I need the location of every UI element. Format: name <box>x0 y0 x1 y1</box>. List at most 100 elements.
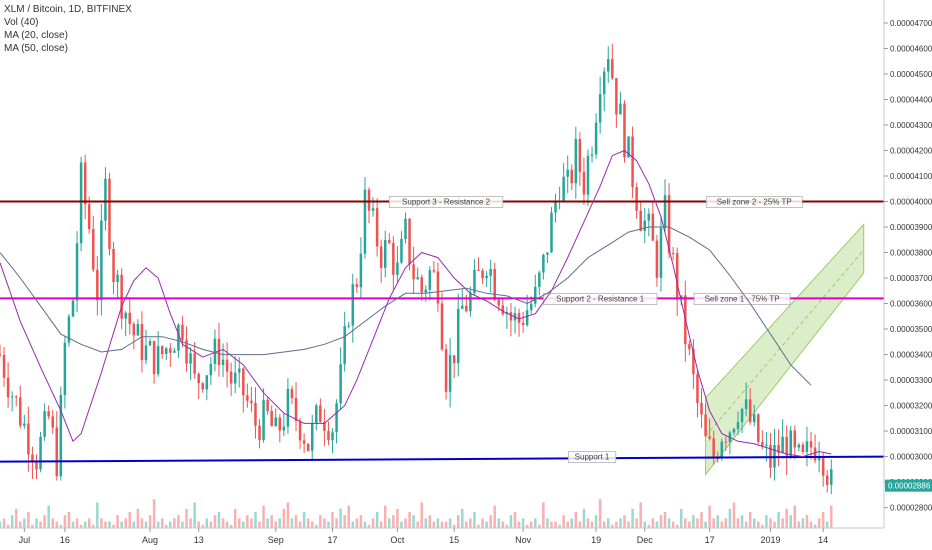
volume-bar <box>169 521 172 528</box>
candle-body <box>517 313 521 323</box>
candle-body <box>432 270 436 272</box>
candle-body <box>339 364 342 404</box>
candle-body <box>606 59 610 72</box>
volume-bar <box>351 521 355 528</box>
volume-bar <box>606 518 610 528</box>
candle-body <box>546 252 549 255</box>
volume-bar <box>574 512 578 528</box>
candle-body <box>586 155 590 195</box>
volume-bar <box>347 505 350 528</box>
candle-body <box>748 399 752 423</box>
candle-body <box>136 323 140 336</box>
volume-bar <box>558 524 561 528</box>
candle-body <box>383 240 387 268</box>
support1-label: Support 1 <box>575 453 610 462</box>
volume-bar <box>189 518 192 528</box>
candle-body <box>627 136 630 158</box>
candle-body <box>132 324 136 336</box>
candle-body <box>388 240 391 243</box>
volume-bar <box>485 521 488 528</box>
resistance-label: Sell zone 2 - 25% TP <box>717 198 792 207</box>
volume-bar <box>400 521 403 528</box>
volume-bar <box>6 524 10 528</box>
candle-body <box>550 212 553 253</box>
legend-ma-slow: MA (50, close) <box>4 43 68 54</box>
candle-body <box>659 227 663 278</box>
volume-bar <box>720 521 724 528</box>
volume-bar <box>331 512 334 528</box>
candle-body <box>825 475 829 485</box>
candle-body <box>59 394 63 477</box>
volume-bar <box>116 515 119 528</box>
candle-body <box>92 229 95 270</box>
channel-midline <box>705 249 865 437</box>
volume-bar <box>282 508 286 528</box>
volume-bar <box>679 508 683 528</box>
volume-bar <box>246 515 249 528</box>
volume-bar <box>371 518 375 528</box>
volume-bar <box>160 518 164 528</box>
candle-body <box>294 398 298 421</box>
volume-bar <box>100 518 103 528</box>
candle-body <box>47 411 50 417</box>
volume-bar <box>83 521 87 528</box>
volume-bar <box>27 512 30 528</box>
volume-bar <box>639 502 642 528</box>
support1-line <box>0 455 885 463</box>
volume-bar <box>51 518 54 528</box>
volume-bar <box>144 521 148 528</box>
volume-bar <box>509 515 513 528</box>
volume-bar <box>761 524 764 528</box>
resistance-label-box <box>705 196 803 208</box>
volume-bar <box>594 515 598 528</box>
candle-body <box>623 103 626 158</box>
candle-body <box>242 368 245 396</box>
volume-bar <box>132 521 136 528</box>
volume-bar <box>452 524 456 528</box>
volume-bar <box>201 524 205 528</box>
candle-body <box>140 323 144 361</box>
volume-bar <box>542 502 545 528</box>
volume-bar <box>647 524 651 528</box>
candle-body <box>570 169 574 184</box>
candle-body <box>408 218 411 265</box>
volume-bar <box>517 521 521 528</box>
candle-body <box>173 350 176 353</box>
candle-body <box>781 436 784 454</box>
candle-body <box>594 122 598 155</box>
candle-body <box>274 417 278 427</box>
volume-bar <box>67 512 71 528</box>
volume-bar <box>367 524 371 528</box>
volume-bar <box>270 515 273 528</box>
volume-bar <box>643 521 647 528</box>
candle-body <box>643 220 647 231</box>
volume-bar <box>274 521 278 528</box>
volume-bar <box>136 508 140 528</box>
candle-body <box>521 322 525 325</box>
volume-bar <box>582 508 586 528</box>
candle-body <box>465 305 468 312</box>
y-tick-label: 0.00003700 <box>890 274 932 283</box>
volume-bar <box>477 524 480 528</box>
candle-body <box>371 208 375 211</box>
candle-body <box>27 423 30 455</box>
volume-bar <box>286 502 290 528</box>
support1-label-box <box>567 451 617 463</box>
volume-bar <box>217 512 221 528</box>
volume-bar <box>716 515 720 528</box>
candle-body <box>590 154 594 156</box>
volume-bar <box>128 512 132 528</box>
volume-bar <box>396 508 399 528</box>
volume-bar <box>830 505 833 528</box>
volume-bar <box>465 521 468 528</box>
candle-body <box>797 444 801 448</box>
volume-bar <box>493 505 496 528</box>
volume-bar <box>298 521 302 528</box>
volume-bar <box>671 521 675 528</box>
volume-bar <box>209 521 213 528</box>
candle-body <box>481 270 484 279</box>
y-tick-label: 0.00003200 <box>890 402 932 411</box>
candle-body <box>379 246 383 268</box>
candle-body <box>6 377 10 398</box>
volume-bar <box>651 518 655 528</box>
